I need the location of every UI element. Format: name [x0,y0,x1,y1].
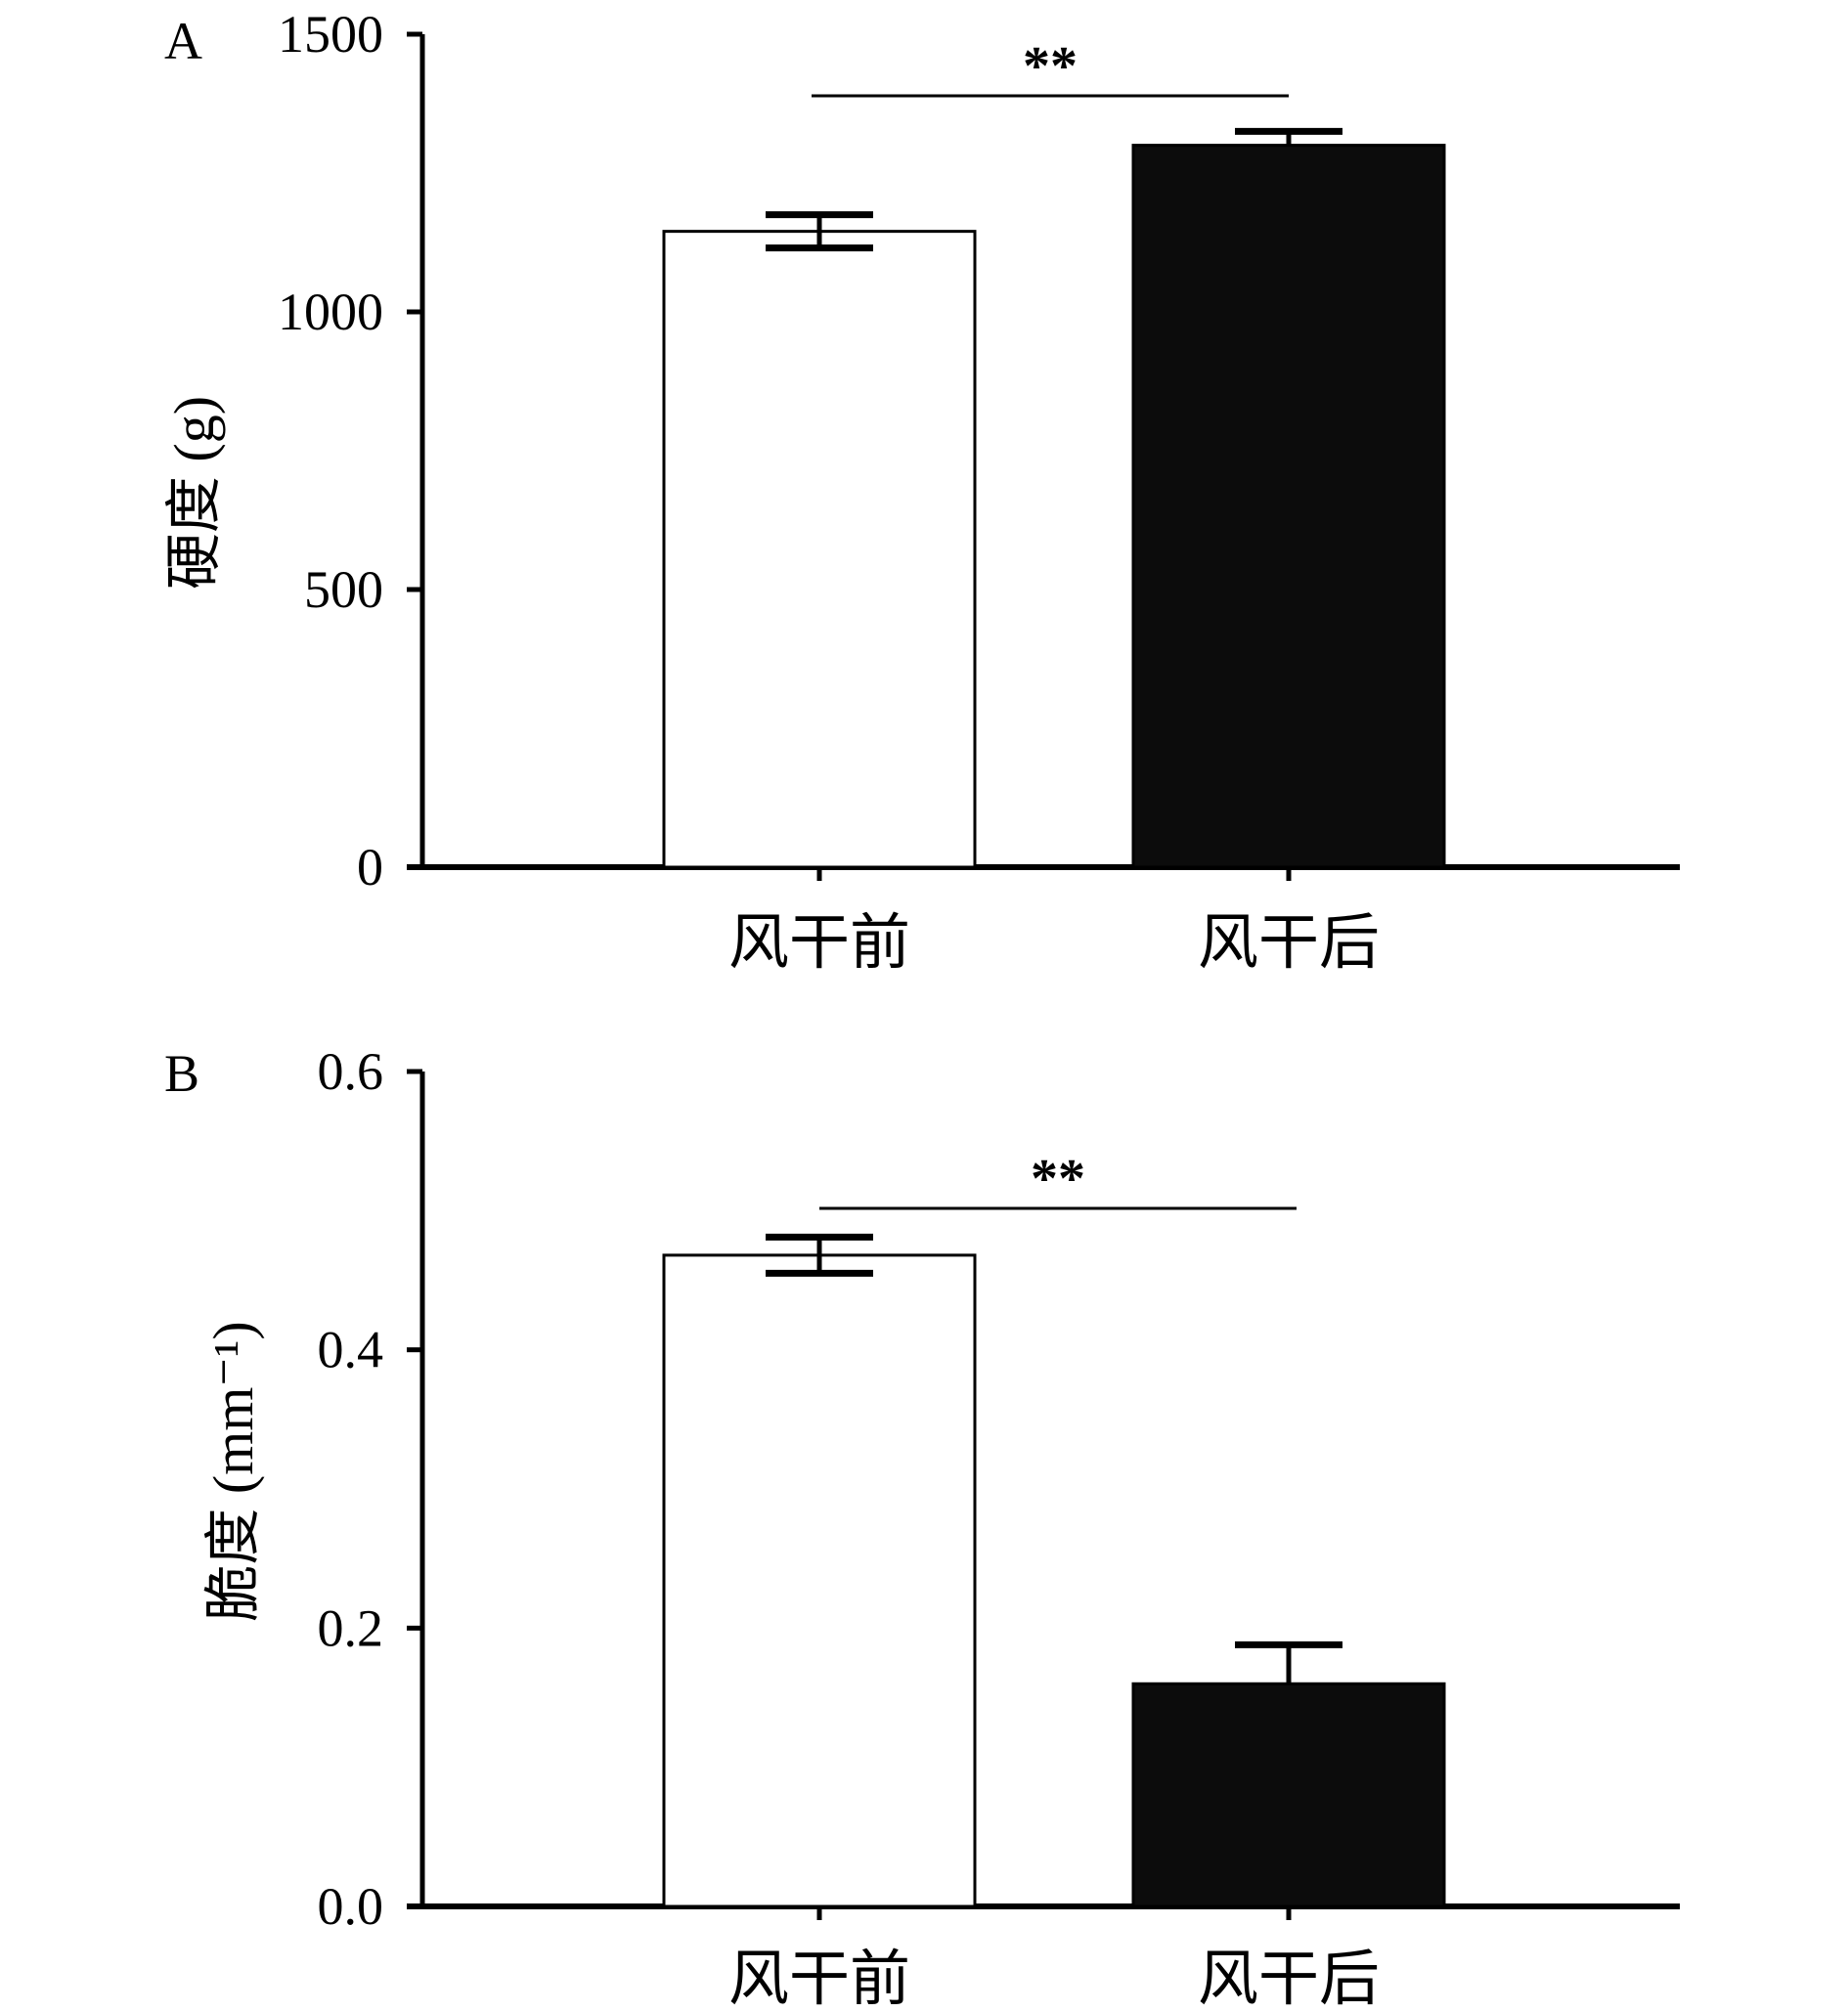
y-tick-label: 0 [357,838,383,897]
bar [1131,1682,1446,1908]
y-axis-title: 脆度 (mm⁻¹) [201,1321,265,1621]
x-category-label: 风干后 [1198,1946,1380,2012]
y-tick-label: 0.2 [318,1598,384,1657]
panel-letter: A [164,12,202,70]
x-category-label: 风干前 [728,910,910,977]
bar [1131,144,1446,869]
bar [662,230,977,869]
panel-a: A 0 500 1000 1500 硬度 (g) 风干前 风干后 ** [162,5,1680,977]
significance-label: ** [1023,36,1078,97]
significance-label: ** [1031,1149,1085,1209]
panel-b: B 0.0 0.2 0.4 0.6 脆度 (mm⁻¹) 风干前 风干后 ** [164,1042,1680,2012]
y-tick-label: 1000 [278,283,383,341]
y-axis-title: 硬度 (g) [162,396,226,590]
y-tick-label: 0.4 [318,1321,384,1379]
x-category-label: 风干前 [728,1946,910,2012]
y-tick-label: 500 [304,560,383,619]
x-category-label: 风干后 [1198,910,1380,977]
panel-letter: B [164,1044,199,1103]
y-tick-label: 1500 [278,5,383,64]
y-tick-label: 0.0 [318,1877,384,1936]
y-tick-label: 0.6 [318,1042,384,1101]
bar [662,1253,977,1908]
